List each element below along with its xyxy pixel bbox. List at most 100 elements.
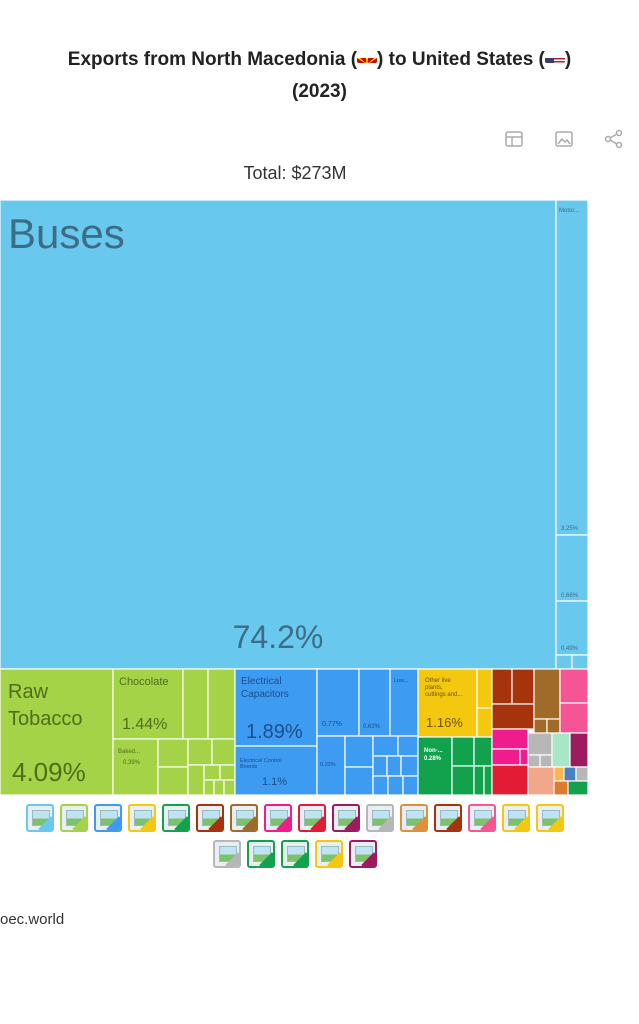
tile-salmon[interactable] — [527, 766, 555, 796]
tile-control-boards[interactable] — [234, 745, 318, 796]
row1-legend-icon-8[interactable] — [264, 804, 292, 832]
tile-machine-12[interactable] — [387, 775, 404, 796]
tile-veg-8[interactable] — [187, 764, 205, 796]
tile-veg-13[interactable] — [223, 779, 236, 796]
row1-legend-icon-5[interactable] — [162, 804, 190, 832]
row1-legend-icon-2[interactable] — [60, 804, 88, 832]
tile-orange-2[interactable] — [553, 780, 569, 796]
tile-raw-tobacco[interactable] — [0, 668, 114, 796]
tile-motor[interactable] — [555, 199, 589, 536]
tile-transport-4[interactable] — [555, 654, 573, 670]
tile-machine-10[interactable] — [400, 755, 419, 777]
tile-machine-3-share: 0.33% — [320, 762, 336, 768]
north-macedonia-flag-icon — [357, 50, 378, 63]
tile-stone-3[interactable] — [473, 736, 493, 767]
tile-transport-2-share: 0.66% — [561, 593, 579, 599]
row1-legend-icon-12[interactable] — [400, 804, 428, 832]
row1-legend-icon-13[interactable] — [434, 804, 462, 832]
tile-stone-5[interactable] — [473, 765, 485, 796]
tile-mineral-3[interactable] — [539, 754, 553, 768]
row1-legend-icon-4[interactable] — [128, 804, 156, 832]
tile-boards-name-2: Boards — [240, 764, 258, 770]
row2-legend-icon-3[interactable] — [281, 840, 309, 868]
tile-metal-1[interactable] — [533, 668, 561, 720]
tile-mineral-1[interactable] — [527, 732, 553, 756]
row2-legend-icon-1[interactable] — [213, 840, 241, 868]
row1-legend-icon-1[interactable] — [26, 804, 54, 832]
row1-legend-icon-3[interactable] — [94, 804, 122, 832]
image-icon[interactable] — [553, 128, 575, 150]
chart-total: Total: $273M — [243, 163, 347, 183]
tile-transport-5[interactable] — [571, 654, 589, 670]
tile-veg-9[interactable] — [203, 764, 221, 781]
tile-mineral-4[interactable] — [575, 766, 589, 782]
tile-instruments[interactable] — [569, 732, 589, 768]
tile-machine-6[interactable] — [372, 735, 399, 757]
tile-textile-3[interactable] — [491, 703, 535, 730]
table-icon[interactable] — [503, 128, 525, 150]
tile-capacitors-name-2: Capacitors — [241, 689, 289, 700]
row2-legend-icon-2[interactable] — [247, 840, 275, 868]
tile-machine-4[interactable] — [344, 735, 374, 768]
row1-legend-icon-7[interactable] — [230, 804, 258, 832]
tile-veg-5[interactable] — [157, 766, 189, 796]
row1-legend-icon-9[interactable] — [298, 804, 326, 832]
share-icon[interactable] — [603, 128, 625, 150]
tile-plants-name-3: cuttings and... — [425, 692, 463, 698]
tile-green-small[interactable] — [567, 780, 589, 796]
tile-blue-small[interactable] — [563, 766, 577, 782]
tile-transport-2[interactable] — [555, 534, 589, 602]
tile-machine-5[interactable] — [344, 766, 374, 796]
tile-veg-3[interactable] — [207, 668, 236, 740]
tile-machine-13[interactable] — [402, 775, 419, 796]
tile-animal-3[interactable] — [476, 707, 493, 738]
tile-veg-7[interactable] — [211, 738, 236, 766]
tile-chem-3[interactable] — [519, 748, 529, 766]
row1-legend-icon-14[interactable] — [468, 804, 496, 832]
tile-veg-2[interactable] — [182, 668, 209, 740]
tile-buses-share: 74.2% — [233, 619, 324, 655]
treemap-chart: Buses 74.2% Motor... 3.25% 0.66% 0.49% Raw Toba… — [0, 199, 589, 796]
tile-veg-4[interactable] — [157, 738, 189, 768]
tile-machine-1[interactable] — [316, 668, 360, 737]
tile-mint[interactable] — [551, 732, 571, 768]
tile-stone-6[interactable] — [483, 765, 493, 796]
tile-textile-2[interactable] — [511, 668, 535, 705]
tile-machine-7[interactable] — [397, 735, 419, 757]
tile-machine-low[interactable] — [389, 668, 419, 737]
tile-machine-2-share: 0.62% — [363, 724, 381, 730]
row1-legend-icon-11[interactable] — [366, 804, 394, 832]
tile-stone-4[interactable] — [451, 765, 475, 796]
tile-non[interactable] — [417, 736, 453, 796]
tile-textile-1[interactable] — [491, 668, 513, 705]
row2-legend-icon-4[interactable] — [315, 840, 343, 868]
tile-veg-11[interactable] — [203, 779, 215, 796]
tile-veg-12[interactable] — [213, 779, 225, 796]
tile-machine-11[interactable] — [372, 775, 389, 796]
row1-legend-icon-15[interactable] — [502, 804, 530, 832]
tile-mineral-2[interactable] — [527, 754, 541, 768]
tile-veg-10[interactable] — [219, 764, 236, 781]
tile-misc-1[interactable] — [559, 668, 589, 704]
tile-chem-1[interactable] — [491, 728, 529, 750]
row1-legend-icon-16[interactable] — [536, 804, 564, 832]
tile-other-live-plants[interactable] — [417, 668, 478, 738]
tile-plastics[interactable] — [491, 764, 529, 796]
title-year: (2023) — [292, 81, 347, 102]
tile-buses[interactable] — [0, 199, 557, 670]
row1-legend-icon-10[interactable] — [332, 804, 360, 832]
tile-chem-2[interactable] — [491, 748, 521, 766]
tile-orange-1[interactable] — [553, 766, 565, 782]
page-title: Exports from North Macedonia () to Unite… — [10, 44, 629, 108]
tile-boards-name-1: Electrical Control — [240, 758, 282, 764]
row2-legend-icon-5[interactable] — [349, 840, 377, 868]
tile-motor-name: Motor... — [559, 208, 579, 214]
tile-stone-2[interactable] — [451, 736, 475, 767]
tile-machine-9[interactable] — [386, 755, 402, 777]
tile-machine-8[interactable] — [372, 755, 388, 777]
tile-baked[interactable] — [112, 738, 159, 796]
tile-non-share: 0.28% — [424, 756, 442, 762]
row1-legend-icon-6[interactable] — [196, 804, 224, 832]
tile-veg-6[interactable] — [187, 738, 213, 766]
tile-misc-2[interactable] — [559, 702, 589, 734]
